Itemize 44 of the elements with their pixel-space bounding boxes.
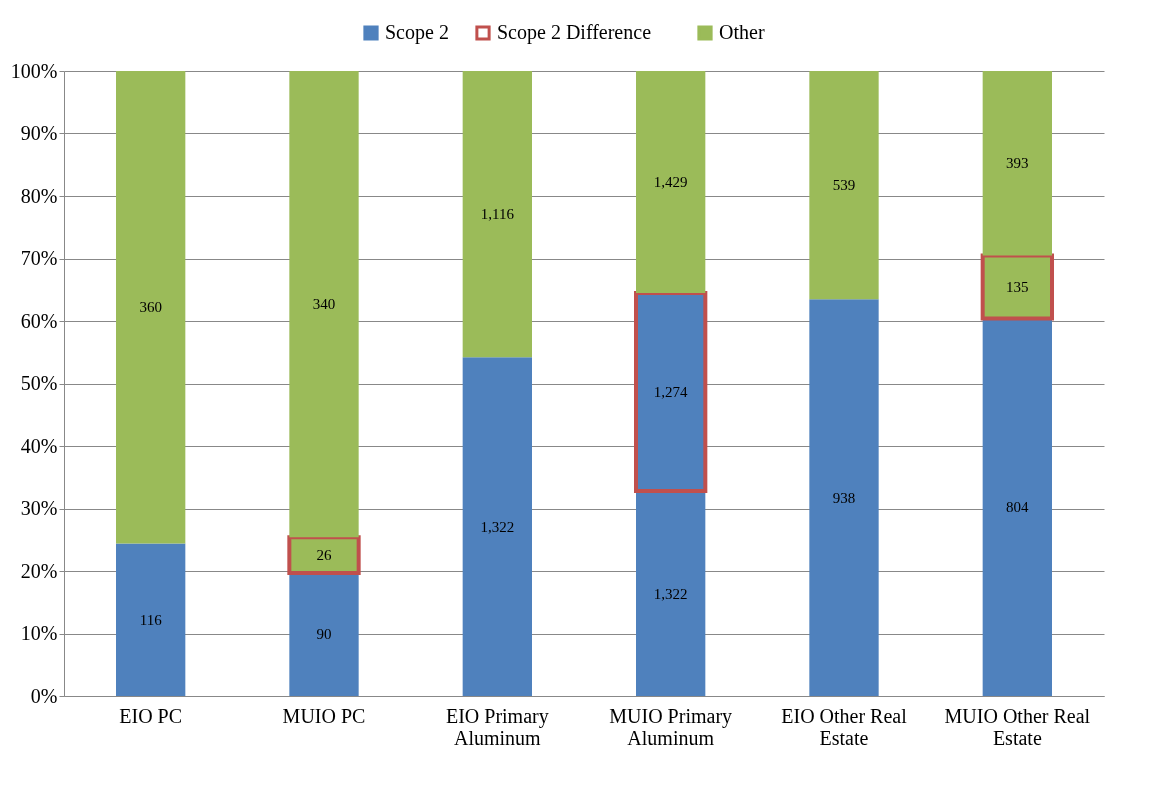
- bar: [462, 71, 532, 358]
- annotation: 135: [1006, 278, 1029, 295]
- legend-label: Scope 2: [385, 21, 449, 44]
- y-tick-label: 80%: [20, 184, 58, 207]
- annotation: 26: [316, 547, 332, 564]
- x-tick-label: EIO Other Real Estate: [781, 704, 908, 749]
- y-tick-label: 70%: [20, 247, 58, 269]
- annotation: 393: [1006, 155, 1029, 172]
- y-tick-label: 40%: [20, 434, 58, 457]
- y-tick-label: 50%: [20, 372, 58, 394]
- legend-label: Other: [719, 21, 765, 43]
- annotation: 116: [139, 611, 163, 628]
- bar: [982, 318, 1052, 696]
- bar: [116, 543, 186, 696]
- bar: [462, 357, 532, 696]
- annotation: 938: [832, 489, 856, 506]
- x-tick-label: MUIO Other Real Estate: [944, 704, 1091, 749]
- legend-label: Scope 2 Difference: [497, 21, 652, 44]
- annotation: 360: [139, 299, 162, 316]
- y-tick-label: 30%: [20, 497, 58, 519]
- bar: [636, 71, 706, 293]
- annotation: 1,429: [653, 173, 688, 190]
- annotation: 90: [316, 626, 332, 643]
- y-tick-label: 90%: [20, 122, 58, 144]
- annotation: 804: [1006, 499, 1030, 516]
- annotation: 1,274: [653, 383, 689, 400]
- y-tick-label: 10%: [20, 622, 58, 644]
- x-tick-label: EIO PC: [119, 704, 183, 727]
- y-tick-label: 100%: [10, 59, 58, 82]
- bar: [116, 71, 186, 544]
- bar: [809, 299, 879, 696]
- y-tick-label: 20%: [20, 559, 58, 582]
- bar: [809, 71, 879, 300]
- annotation: 1,322: [653, 585, 688, 602]
- annotation: 539: [832, 177, 856, 194]
- annotation: 1,116: [480, 206, 515, 223]
- x-tick-label: MUIO Primary Aluminum: [609, 704, 733, 749]
- x-tick-label: MUIO PC: [282, 704, 366, 727]
- bar: [289, 572, 359, 696]
- y-tick-label: 0%: [30, 684, 58, 707]
- annotation: 340: [312, 296, 336, 313]
- x-tick-label: EIO Primary Aluminum: [445, 704, 549, 749]
- y-tick-label: 60%: [20, 309, 58, 332]
- annotation: 1,322: [480, 518, 515, 535]
